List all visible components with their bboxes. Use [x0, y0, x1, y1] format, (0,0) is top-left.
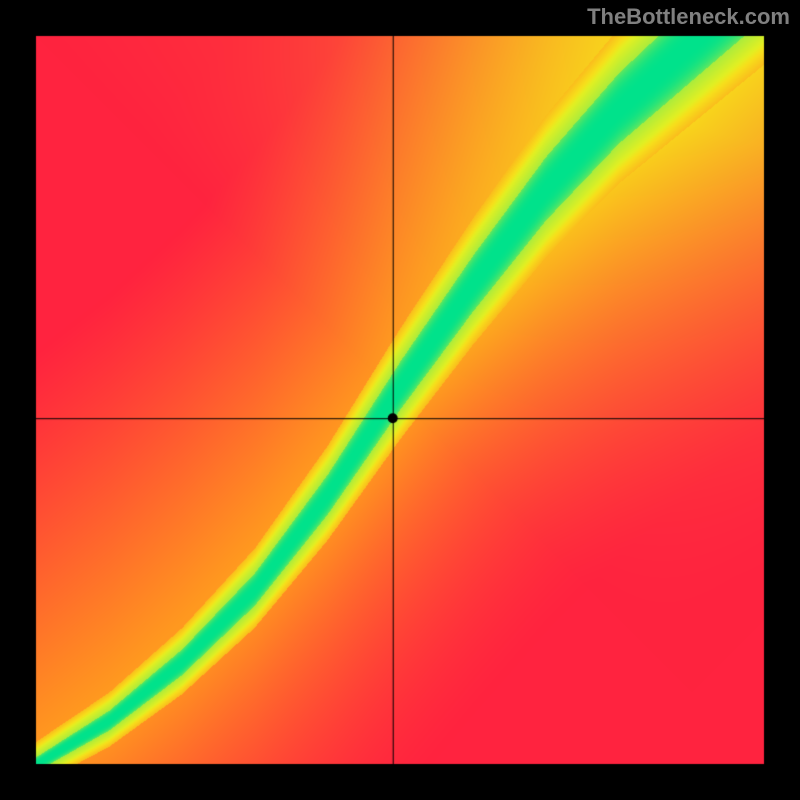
heatmap-canvas [0, 0, 800, 800]
watermark-text: TheBottleneck.com [587, 4, 790, 30]
chart-container: TheBottleneck.com [0, 0, 800, 800]
